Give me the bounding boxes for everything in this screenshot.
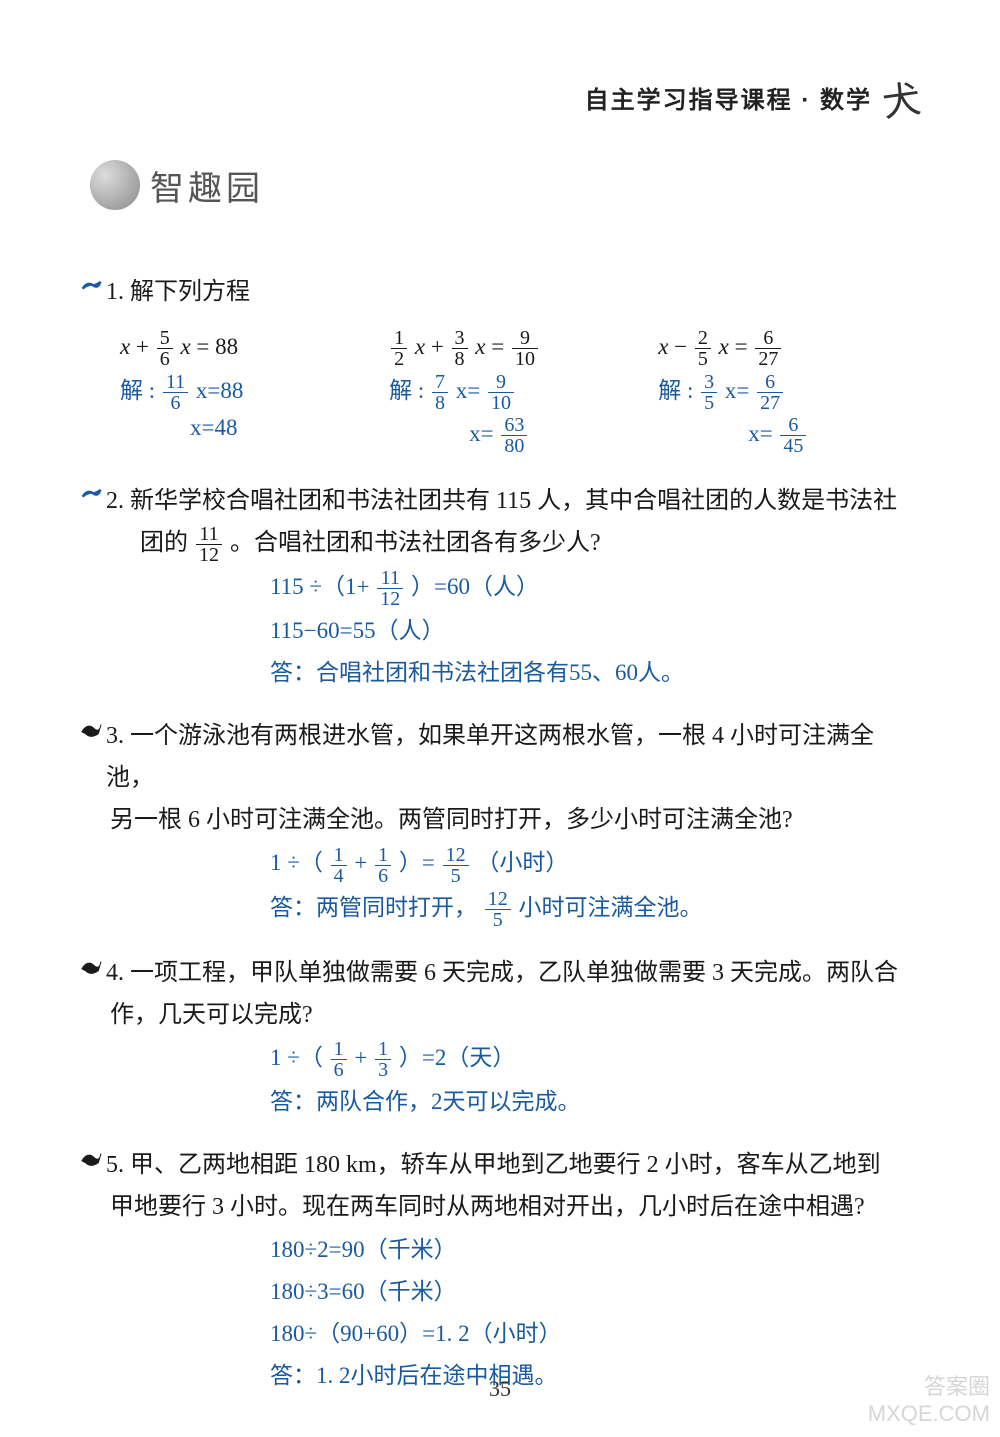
content-area: 1. 解下列方程 x + 56 x = 88 解 : 116 x=88 x=48 — [80, 250, 920, 1398]
section-title: 智趣园 — [90, 160, 264, 210]
q2-line1: 2. 新华学校合唱社团和书法社团共有 115 人，其中合唱社团的人数是书法社 — [106, 480, 920, 522]
bullet-icon — [80, 956, 102, 976]
q2-line2: 团的 1112 。合唱社团和书法社团各有多少人? — [80, 522, 920, 565]
q2-work: 115 ÷（1+ 1112 ）=60（人） 115−60=55（人） 答：合唱社… — [80, 567, 920, 693]
watermark: 答案圈 MXQE.COM — [868, 1374, 990, 1427]
question-4: 4. 一项工程，甲队单独做需要 6 天完成，乙队单独做需要 3 天完成。两队合 … — [80, 952, 920, 1122]
question-5: 5. 甲、乙两地相距 180 km，轿车从甲地到乙地要行 2 小时，客车从乙地到… — [80, 1144, 920, 1396]
q1-eq2: 12 x + 38 x = 910 解 : 78 x= 910 x= 6380 — [389, 326, 631, 458]
page-header: 自主学习指导课程 · 数学 犬 — [585, 70, 920, 125]
section-icon — [90, 160, 140, 210]
q5-line2: 甲地要行 3 小时。现在两车同时从两地相对开出，几小时后在途中相遇? — [80, 1186, 920, 1228]
q5-line1: 5. 甲、乙两地相距 180 km，轿车从甲地到乙地要行 2 小时，客车从乙地到 — [106, 1144, 920, 1186]
q4-line1: 4. 一项工程，甲队单独做需要 6 天完成，乙队单独做需要 3 天完成。两队合 — [106, 952, 920, 994]
question-3: 3. 一个游泳池有两根进水管，如果单开这两根水管，一根 4 小时可注满全池， 另… — [80, 715, 920, 929]
q1-eq1: x + 56 x = 88 解 : 116 x=88 x=48 — [120, 326, 362, 458]
question-2: 2. 新华学校合唱社团和书法社团共有 115 人，其中合唱社团的人数是书法社 团… — [80, 480, 920, 693]
q1-eq3: x − 25 x = 627 解 : 35 x= 627 x= 645 — [658, 326, 900, 458]
bullet-icon — [80, 484, 102, 504]
question-1: 1. 解下列方程 x + 56 x = 88 解 : 116 x=88 x=48 — [80, 272, 920, 458]
q4-line2: 作，几天可以完成? — [80, 994, 920, 1036]
bullet-icon — [80, 1148, 102, 1168]
q3-line2: 另一根 6 小时可注满全池。两管同时打开，多少小时可注满全池? — [80, 799, 920, 841]
q1-equations: x + 56 x = 88 解 : 116 x=88 x=48 12 x + 3… — [120, 326, 900, 458]
section-label: 智趣园 — [150, 161, 264, 210]
header-title: 自主学习指导课程 · 数学 — [585, 80, 872, 115]
q1-title: 1. 解下列方程 — [106, 272, 250, 312]
q5-work: 180÷2=90（千米） 180÷3=60（千米） 180÷（90+60）=1.… — [80, 1230, 920, 1396]
bullet-icon — [80, 276, 102, 296]
page-number: 35 — [0, 1376, 1000, 1402]
q3-work: 1 ÷（ 14 + 16 ）= 125 （小时） 答：两管同时打开， 125 小… — [80, 843, 920, 929]
q4-work: 1 ÷（ 16 + 13 ）=2（天） 答：两队合作，2天可以完成。 — [80, 1038, 920, 1122]
header-decoration: 犬 — [878, 68, 923, 128]
bullet-icon — [80, 719, 102, 739]
q3-line1: 3. 一个游泳池有两根进水管，如果单开这两根水管，一根 4 小时可注满全池， — [106, 715, 920, 799]
